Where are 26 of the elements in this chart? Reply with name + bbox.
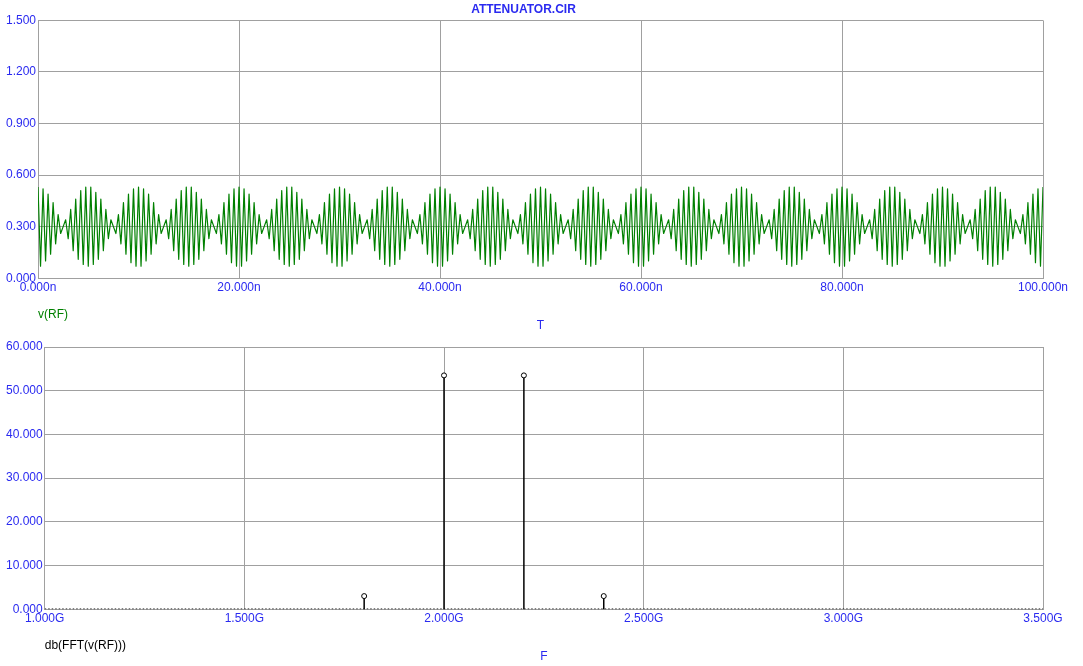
y-tick-label: 60.000 <box>6 339 44 354</box>
x-tick-label: 3.000G <box>823 610 864 625</box>
y-tick-label: 40.000 <box>6 426 44 441</box>
text: db(FFT(v(RF))) <box>44 638 127 653</box>
y-tick-label: 1.200 <box>6 64 37 79</box>
x-tick-label: 80.000n <box>820 279 864 294</box>
y-tick-label: 20.000 <box>6 514 44 529</box>
x-tick-label: 60.000n <box>619 279 663 294</box>
x-tick-label: 3.500G <box>1023 610 1063 625</box>
x-tick-label: 2.000G <box>424 610 464 625</box>
chart-title: ATTENUATOR.CIR <box>471 1 577 16</box>
y-tick-label: 50.000 <box>6 383 44 398</box>
y-tick-label: 1.500 <box>6 12 37 27</box>
y-tick-label: 0.600 <box>6 167 37 182</box>
x-tick-label: 40.000n <box>418 279 462 294</box>
x-tick-label: 100.000n <box>1017 279 1069 294</box>
y-tick-label: 0.900 <box>6 115 37 130</box>
text: v(RF) <box>38 307 69 322</box>
x-tick-label: 20.000n <box>217 279 261 294</box>
y-tick-label: 10.000 <box>6 557 44 572</box>
x-tick-label: 2.500G <box>623 610 664 625</box>
x-axis-title: F <box>540 649 548 664</box>
y-tick-label: 30.000 <box>6 470 44 485</box>
y-tick-label: 0.300 <box>6 218 37 233</box>
x-axis-title: T <box>536 318 545 333</box>
x-tick-label: 1.500G <box>224 610 265 625</box>
